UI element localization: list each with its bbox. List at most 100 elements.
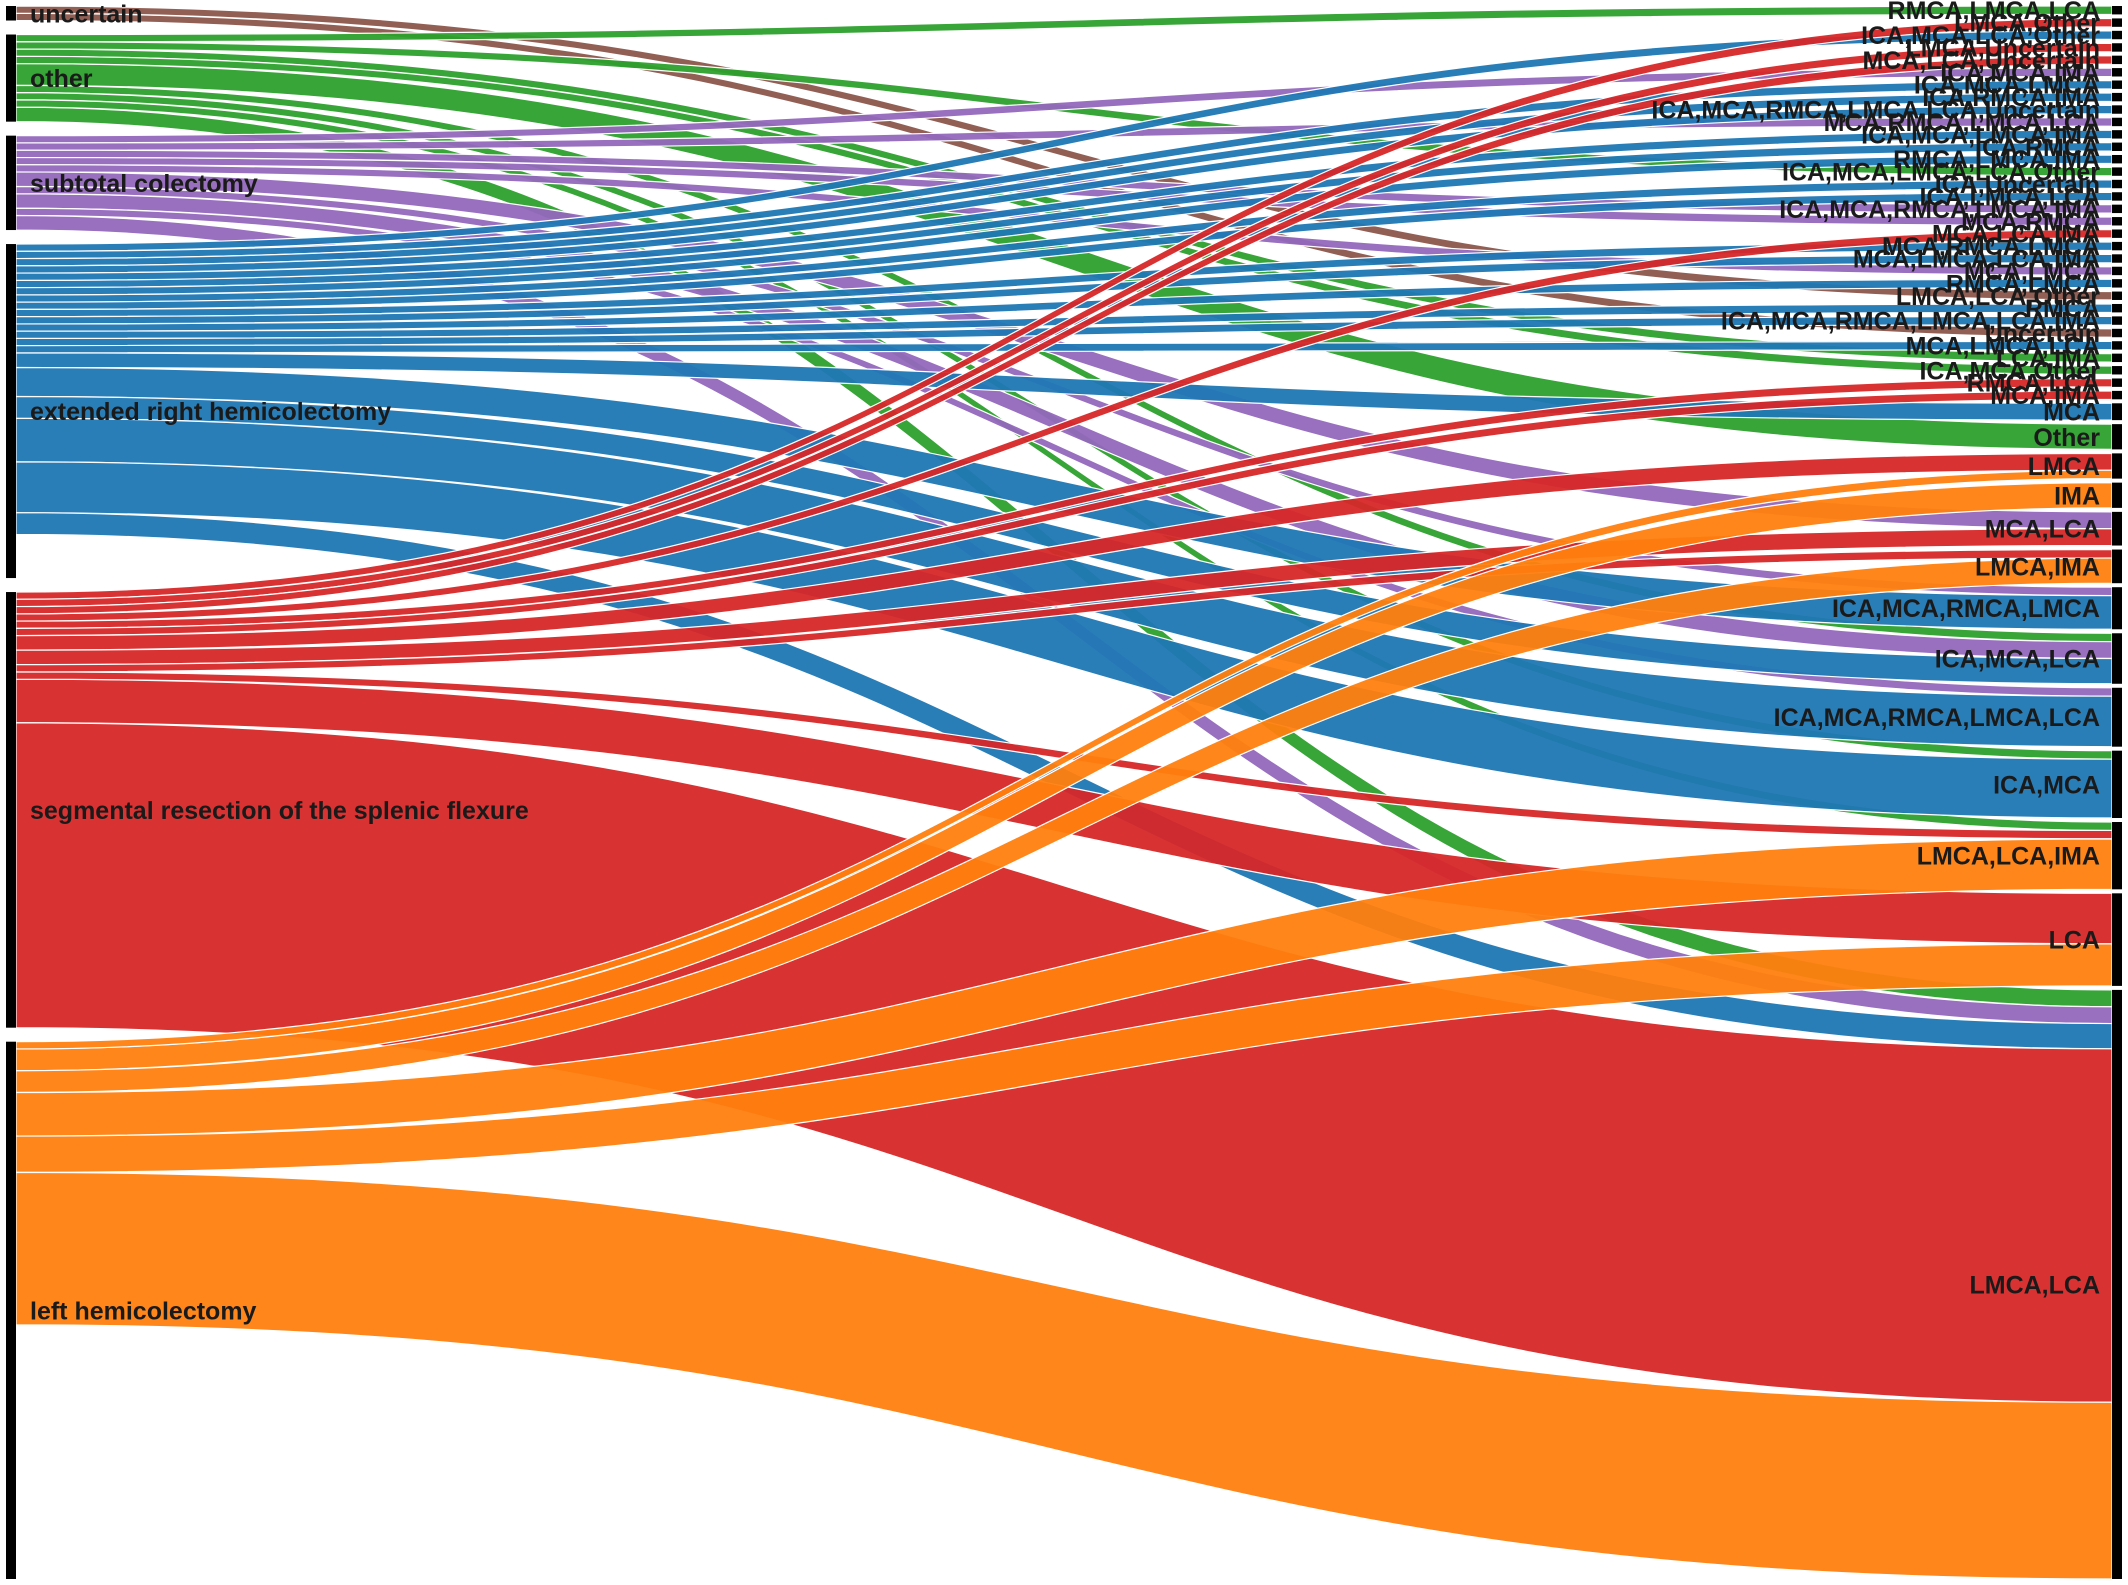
target-node[interactable] <box>2112 192 2122 201</box>
target-node-label: LCA,IMA <box>1996 345 2100 373</box>
sankey-labels: uncertain other subtotal colectomy extended… <box>30 0 2100 1325</box>
target-node[interactable] <box>2112 92 2122 102</box>
target-node-label: LMCA,Uncertain <box>1906 34 2100 62</box>
target-node[interactable] <box>2112 80 2122 89</box>
flow-link <box>15 377 2113 629</box>
target-node[interactable] <box>2112 378 2122 387</box>
target-node-label: MCA,RMCA <box>1961 208 2100 236</box>
flow-link <box>15 5 2113 43</box>
target-node-label: ICA,MCA,RMCA,LMCA,IMA <box>1779 196 2100 224</box>
source-node[interactable] <box>6 34 16 122</box>
target-node-label: MCA,LCA,Uncertain <box>1862 47 2100 75</box>
flow-link <box>15 67 2113 144</box>
flow-link <box>15 191 2113 310</box>
target-node[interactable] <box>2112 687 2122 747</box>
target-node[interactable] <box>2112 204 2122 214</box>
target-node-label: MCA,LCA <box>1985 516 2100 544</box>
target-node-label: MCA,RMCA,LMCA <box>1882 233 2100 261</box>
target-node-label: LMCA,LCA,Other <box>1896 283 2100 311</box>
target-node-label: LMCA,IMA <box>1975 553 2100 581</box>
target-node[interactable] <box>2112 316 2122 325</box>
target-node-label: LMCA,Other <box>1954 10 2100 38</box>
target-node-label: RMCA,LMCA,IMA <box>1893 146 2100 174</box>
target-node[interactable] <box>2112 549 2122 584</box>
target-node-label: Other <box>2033 424 2100 452</box>
source-node[interactable] <box>6 244 16 579</box>
target-node[interactable] <box>2112 341 2122 350</box>
target-node[interactable] <box>2112 154 2122 164</box>
sankey-links <box>15 5 2113 1580</box>
target-node[interactable] <box>2112 266 2122 276</box>
target-node[interactable] <box>2112 403 2122 421</box>
target-node[interactable] <box>2112 43 2122 52</box>
target-node[interactable] <box>2112 117 2122 127</box>
target-node[interactable] <box>2112 279 2122 288</box>
source-node[interactable] <box>6 592 16 1028</box>
target-node[interactable] <box>2112 130 2122 139</box>
target-node[interactable] <box>2112 453 2122 479</box>
target-node[interactable] <box>2112 217 2122 226</box>
flow-link <box>15 30 2113 252</box>
flow-link <box>15 104 2113 274</box>
flow-link <box>15 141 2113 289</box>
target-node-label: ICA,MCA,LMCA,IMA <box>1861 121 2100 149</box>
flow-link <box>15 253 2113 325</box>
target-node-label: LMCA,LCA,IMA <box>1917 843 2100 871</box>
target-node[interactable] <box>2112 18 2122 27</box>
target-node-label: RMCA,LMCA <box>1946 270 2100 298</box>
target-node-label: ICA,RMCA <box>1975 134 2100 162</box>
target-node-label: LMCA,LCA <box>1969 1271 2100 1299</box>
target-node[interactable] <box>2112 68 2122 77</box>
target-node[interactable] <box>2112 142 2122 151</box>
flow-link <box>15 154 2113 296</box>
target-node[interactable] <box>2112 822 2122 890</box>
target-node[interactable] <box>2112 511 2122 546</box>
target-node-label: ICA,MCA,RMCA,LMCA <box>1832 595 2100 623</box>
target-node-label: MCA,LCA,IMA <box>1932 221 2100 249</box>
source-node[interactable] <box>6 6 16 21</box>
flow-link <box>15 943 2113 1173</box>
target-node-label: IMA <box>2054 482 2100 510</box>
target-node-label: LMCA <box>2028 453 2100 481</box>
target-node[interactable] <box>2112 6 2122 15</box>
flow-link <box>15 557 2113 1094</box>
target-node[interactable] <box>2112 241 2122 251</box>
target-node[interactable] <box>2112 366 2122 375</box>
target-node[interactable] <box>2112 989 2122 1579</box>
target-node[interactable] <box>2112 390 2122 400</box>
target-node[interactable] <box>2112 353 2122 363</box>
target-node-label: RMCA <box>2025 295 2100 323</box>
target-node-label: ICA,RMCA,IMA <box>1922 84 2100 112</box>
target-node[interactable] <box>2112 229 2122 238</box>
flow-link <box>15 482 2113 1072</box>
target-node-label: Uncertain <box>1985 320 2100 348</box>
target-node-label: MCA,IMA <box>1990 382 2100 410</box>
target-node[interactable] <box>2112 179 2122 189</box>
source-node-label: uncertain <box>30 0 143 28</box>
target-node-label: RMCA,LCA <box>1967 370 2100 398</box>
flow-link <box>15 340 2113 354</box>
target-node-label: MCA,LMCA <box>1964 258 2100 286</box>
target-node[interactable] <box>2112 633 2122 684</box>
target-node[interactable] <box>2112 587 2122 630</box>
target-node[interactable] <box>2112 55 2122 65</box>
flow-link <box>15 352 2113 421</box>
target-node[interactable] <box>2112 424 2122 450</box>
source-node[interactable] <box>6 135 16 231</box>
target-node[interactable] <box>2112 303 2122 313</box>
target-node[interactable] <box>2112 750 2122 819</box>
target-node[interactable] <box>2112 328 2122 338</box>
target-node[interactable] <box>2112 167 2122 176</box>
target-node-label: LCA <box>2049 927 2100 955</box>
target-node[interactable] <box>2112 254 2122 263</box>
target-node-label: ICA,Uncertain <box>1935 171 2100 199</box>
target-node[interactable] <box>2112 30 2122 40</box>
target-node-label: ICA,MCA,RMCA,LMCA,LCA,Uncertain <box>1651 97 2100 125</box>
target-node[interactable] <box>2112 893 2122 986</box>
target-node[interactable] <box>2112 482 2122 508</box>
flow-link <box>15 461 2113 819</box>
target-node[interactable] <box>2112 291 2122 300</box>
source-node[interactable] <box>6 1041 16 1579</box>
target-node[interactable] <box>2112 105 2122 114</box>
target-node-label: ICA,MCA <box>1993 771 2100 799</box>
